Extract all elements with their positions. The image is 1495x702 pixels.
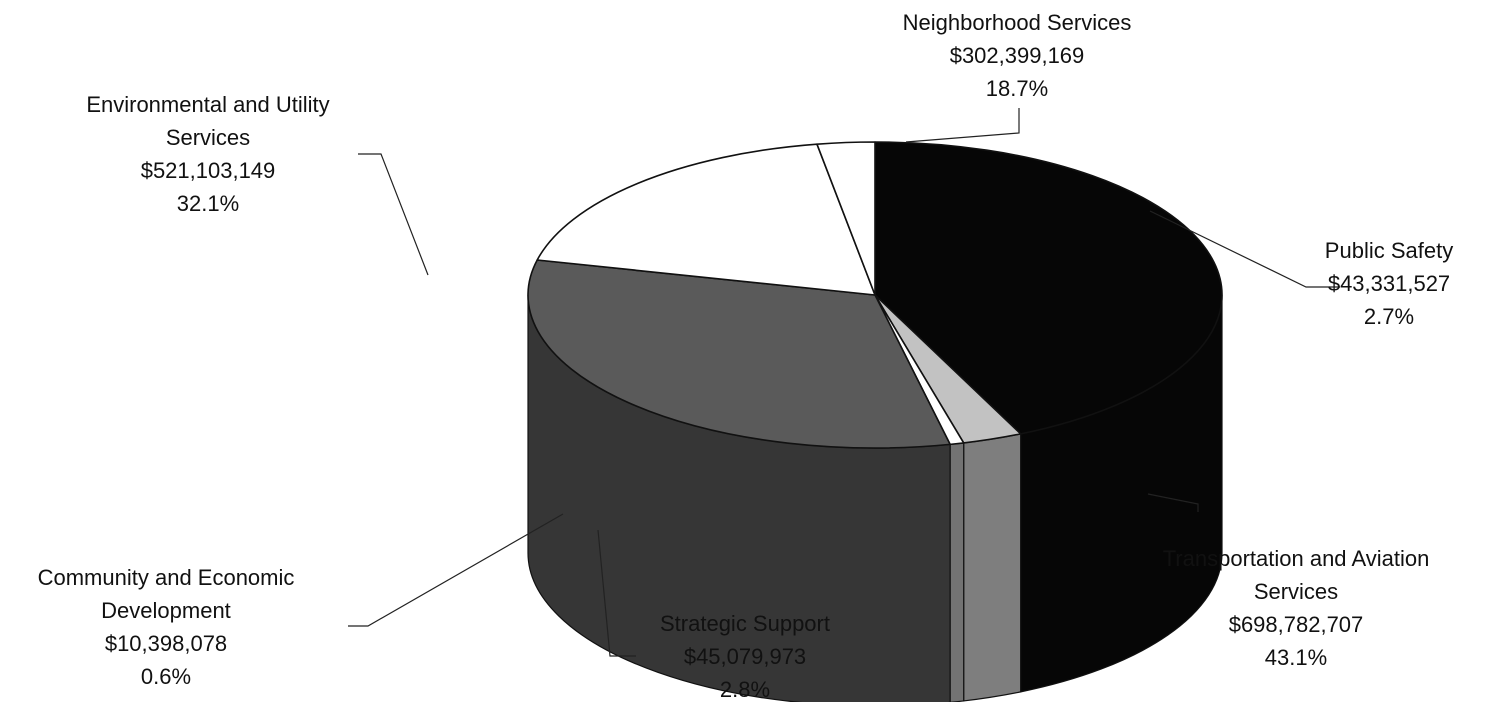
leader-line-transportation-and-aviation-services — [1147, 493, 1199, 512]
slice-value-strategic-support: $45,079,973 — [684, 644, 806, 669]
slice-value-neighborhood-services: $302,399,169 — [950, 43, 1085, 68]
pie-side-strategic-support — [963, 433, 1022, 702]
slice-percent-transportation-and-aviation-services: 43.1% — [1265, 645, 1327, 670]
slice-percent-community-and-economic-development: 0.6% — [141, 664, 191, 689]
leader-line-community-and-economic-development — [348, 513, 564, 627]
slice-name-transportation-and-aviation-services-2: Services — [1254, 579, 1338, 604]
slice-value-transportation-and-aviation-services: $698,782,707 — [1229, 612, 1364, 637]
slice-name-community-and-economic-development: Community and Economic — [38, 565, 295, 590]
slice-name-environmental-and-utility-services: Environmental and Utility — [86, 92, 329, 117]
slice-percent-neighborhood-services: 18.7% — [986, 76, 1048, 101]
slice-percent-strategic-support: 2.8% — [720, 677, 770, 702]
pie-side-community-and-economic-development — [949, 442, 965, 702]
pie-slice-neighborhood-services — [536, 143, 876, 296]
slice-name-transportation-and-aviation-services: Transportation and Aviation — [1163, 546, 1430, 571]
leader-line-strategic-support — [597, 529, 636, 657]
pie-slice-environmental-and-utility-services — [527, 259, 951, 449]
slice-percent-public-safety: 2.7% — [1364, 304, 1414, 329]
slice-name-strategic-support: Strategic Support — [660, 611, 830, 636]
slice-name-community-and-economic-development-2: Development — [101, 598, 231, 623]
slice-percent-environmental-and-utility-services: 32.1% — [177, 191, 239, 216]
leader-line-environmental-and-utility-services — [358, 153, 429, 276]
slice-name-neighborhood-services: Neighborhood Services — [903, 10, 1132, 35]
pie-top-faces — [527, 141, 1223, 449]
slice-name-public-safety: Public Safety — [1325, 238, 1453, 263]
slice-value-public-safety: $43,331,527 — [1328, 271, 1450, 296]
slice-value-environmental-and-utility-services: $521,103,149 — [141, 158, 276, 183]
slice-name-environmental-and-utility-services-2: Services — [166, 125, 250, 150]
pie-slice-public-safety — [816, 141, 876, 296]
leader-line-neighborhood-services — [905, 108, 1020, 143]
leader-line-public-safety — [1149, 210, 1340, 288]
slice-value-community-and-economic-development: $10,398,078 — [105, 631, 227, 656]
pie-slice-transportation-and-aviation-services — [874, 141, 1223, 435]
slice-labels: Transportation and Aviation Services $698,… — [38, 10, 1454, 702]
pie-side-walls — [527, 294, 1223, 702]
